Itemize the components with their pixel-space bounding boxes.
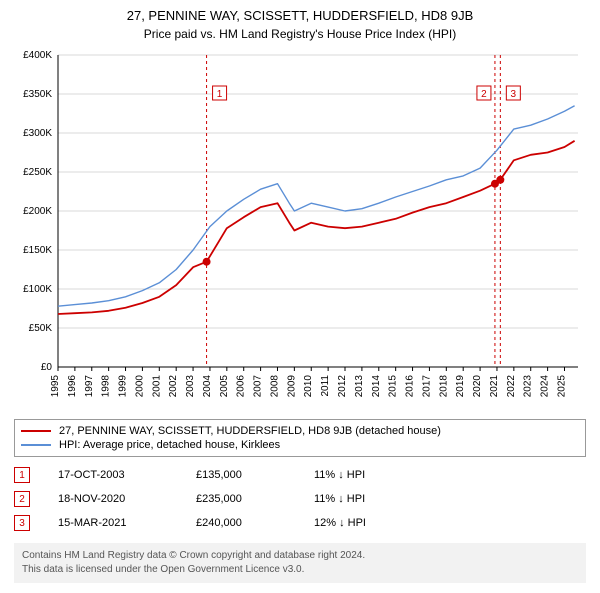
event-badge: 3 [14, 515, 30, 531]
chart-subtitle: Price paid vs. HM Land Registry's House … [10, 27, 590, 41]
legend-item: 27, PENNINE WAY, SCISSETT, HUDDERSFIELD,… [21, 424, 579, 438]
events-table: 1 17-OCT-2003 £135,000 11% ↓ HPI 2 18-NOV-202… [14, 463, 586, 535]
x-tick-label: 2002 [168, 375, 179, 398]
event-price: £135,000 [196, 469, 286, 481]
attribution-line-2: This data is licensed under the Open Gov… [22, 563, 578, 577]
x-tick-label: 2023 [523, 375, 534, 398]
x-tick-label: 2010 [303, 375, 314, 398]
y-tick-label: £0 [41, 362, 53, 373]
line-chart: £0 £50K £100K £150K £200K £250K £300K £350K £400… [10, 49, 590, 409]
x-tick-label: 2015 [388, 375, 399, 398]
y-tick-label: £100K [23, 284, 52, 295]
x-tick-label: 1997 [84, 375, 95, 398]
x-tick-label: 2009 [286, 375, 297, 398]
x-tick-label: 2022 [506, 375, 517, 398]
event-price: £235,000 [196, 493, 286, 505]
y-tick-label: £300K [23, 128, 52, 139]
legend-label: 27, PENNINE WAY, SCISSETT, HUDDERSFIELD,… [59, 425, 441, 437]
event-diff: 11% ↓ HPI [314, 469, 404, 481]
x-tick-label: 1995 [50, 375, 61, 398]
x-tick-label: 1998 [101, 375, 112, 398]
event-diff: 12% ↓ HPI [314, 517, 404, 529]
event-badge-label: 2 [481, 89, 487, 100]
x-tick-label: 2016 [405, 375, 416, 398]
y-tick-label: £200K [23, 206, 52, 217]
legend-label: HPI: Average price, detached house, Kirk… [59, 439, 280, 451]
legend-item: HPI: Average price, detached house, Kirk… [21, 438, 579, 452]
x-tick-label: 2000 [134, 375, 145, 398]
x-tick-label: 2005 [219, 375, 230, 398]
event-row: 2 18-NOV-2020 £235,000 11% ↓ HPI [14, 487, 586, 511]
x-tick-label: 2014 [371, 375, 382, 398]
y-tick-label: £50K [29, 323, 53, 334]
event-row: 1 17-OCT-2003 £135,000 11% ↓ HPI [14, 463, 586, 487]
x-tick-label: 2012 [337, 375, 348, 398]
event-price: £240,000 [196, 517, 286, 529]
legend-swatch [21, 430, 51, 432]
y-tick-label: £250K [23, 167, 52, 178]
x-tick-label: 2003 [185, 375, 196, 398]
event-badge: 1 [14, 467, 30, 483]
x-tick-label: 2024 [540, 375, 551, 398]
x-tick-label: 2008 [269, 375, 280, 398]
x-tick-label: 2021 [489, 375, 500, 398]
x-tick-label: 2001 [151, 375, 162, 398]
price-marker [496, 176, 504, 184]
event-date: 15-MAR-2021 [58, 517, 168, 529]
x-tick-label: 1999 [118, 375, 129, 398]
x-tick-label: 2019 [455, 375, 466, 398]
legend-swatch [21, 444, 51, 445]
y-tick-label: £150K [23, 245, 52, 256]
y-tick-label: £400K [23, 50, 52, 61]
chart-title: 27, PENNINE WAY, SCISSETT, HUDDERSFIELD,… [10, 8, 590, 23]
event-badge-label: 1 [217, 89, 223, 100]
price-marker [203, 258, 211, 266]
event-date: 17-OCT-2003 [58, 469, 168, 481]
attribution: Contains HM Land Registry data © Crown c… [14, 543, 586, 583]
x-tick-label: 2020 [472, 375, 483, 398]
event-badge: 2 [14, 491, 30, 507]
x-tick-label: 2017 [421, 375, 432, 398]
x-tick-label: 2025 [556, 375, 567, 398]
event-badge-label: 3 [511, 89, 517, 100]
x-tick-label: 2011 [320, 375, 331, 397]
x-tick-label: 2004 [202, 375, 213, 398]
y-tick-label: £350K [23, 89, 52, 100]
x-tick-label: 2007 [253, 375, 264, 398]
x-tick-label: 1996 [67, 375, 78, 398]
x-tick-label: 2018 [438, 375, 449, 398]
event-date: 18-NOV-2020 [58, 493, 168, 505]
x-tick-label: 2006 [236, 375, 247, 398]
legend: 27, PENNINE WAY, SCISSETT, HUDDERSFIELD,… [14, 419, 586, 457]
event-diff: 11% ↓ HPI [314, 493, 404, 505]
attribution-line-1: Contains HM Land Registry data © Crown c… [22, 549, 578, 563]
x-tick-label: 2013 [354, 375, 365, 398]
chart-area: £0 £50K £100K £150K £200K £250K £300K £350K £400… [10, 49, 590, 409]
event-row: 3 15-MAR-2021 £240,000 12% ↓ HPI [14, 511, 586, 535]
